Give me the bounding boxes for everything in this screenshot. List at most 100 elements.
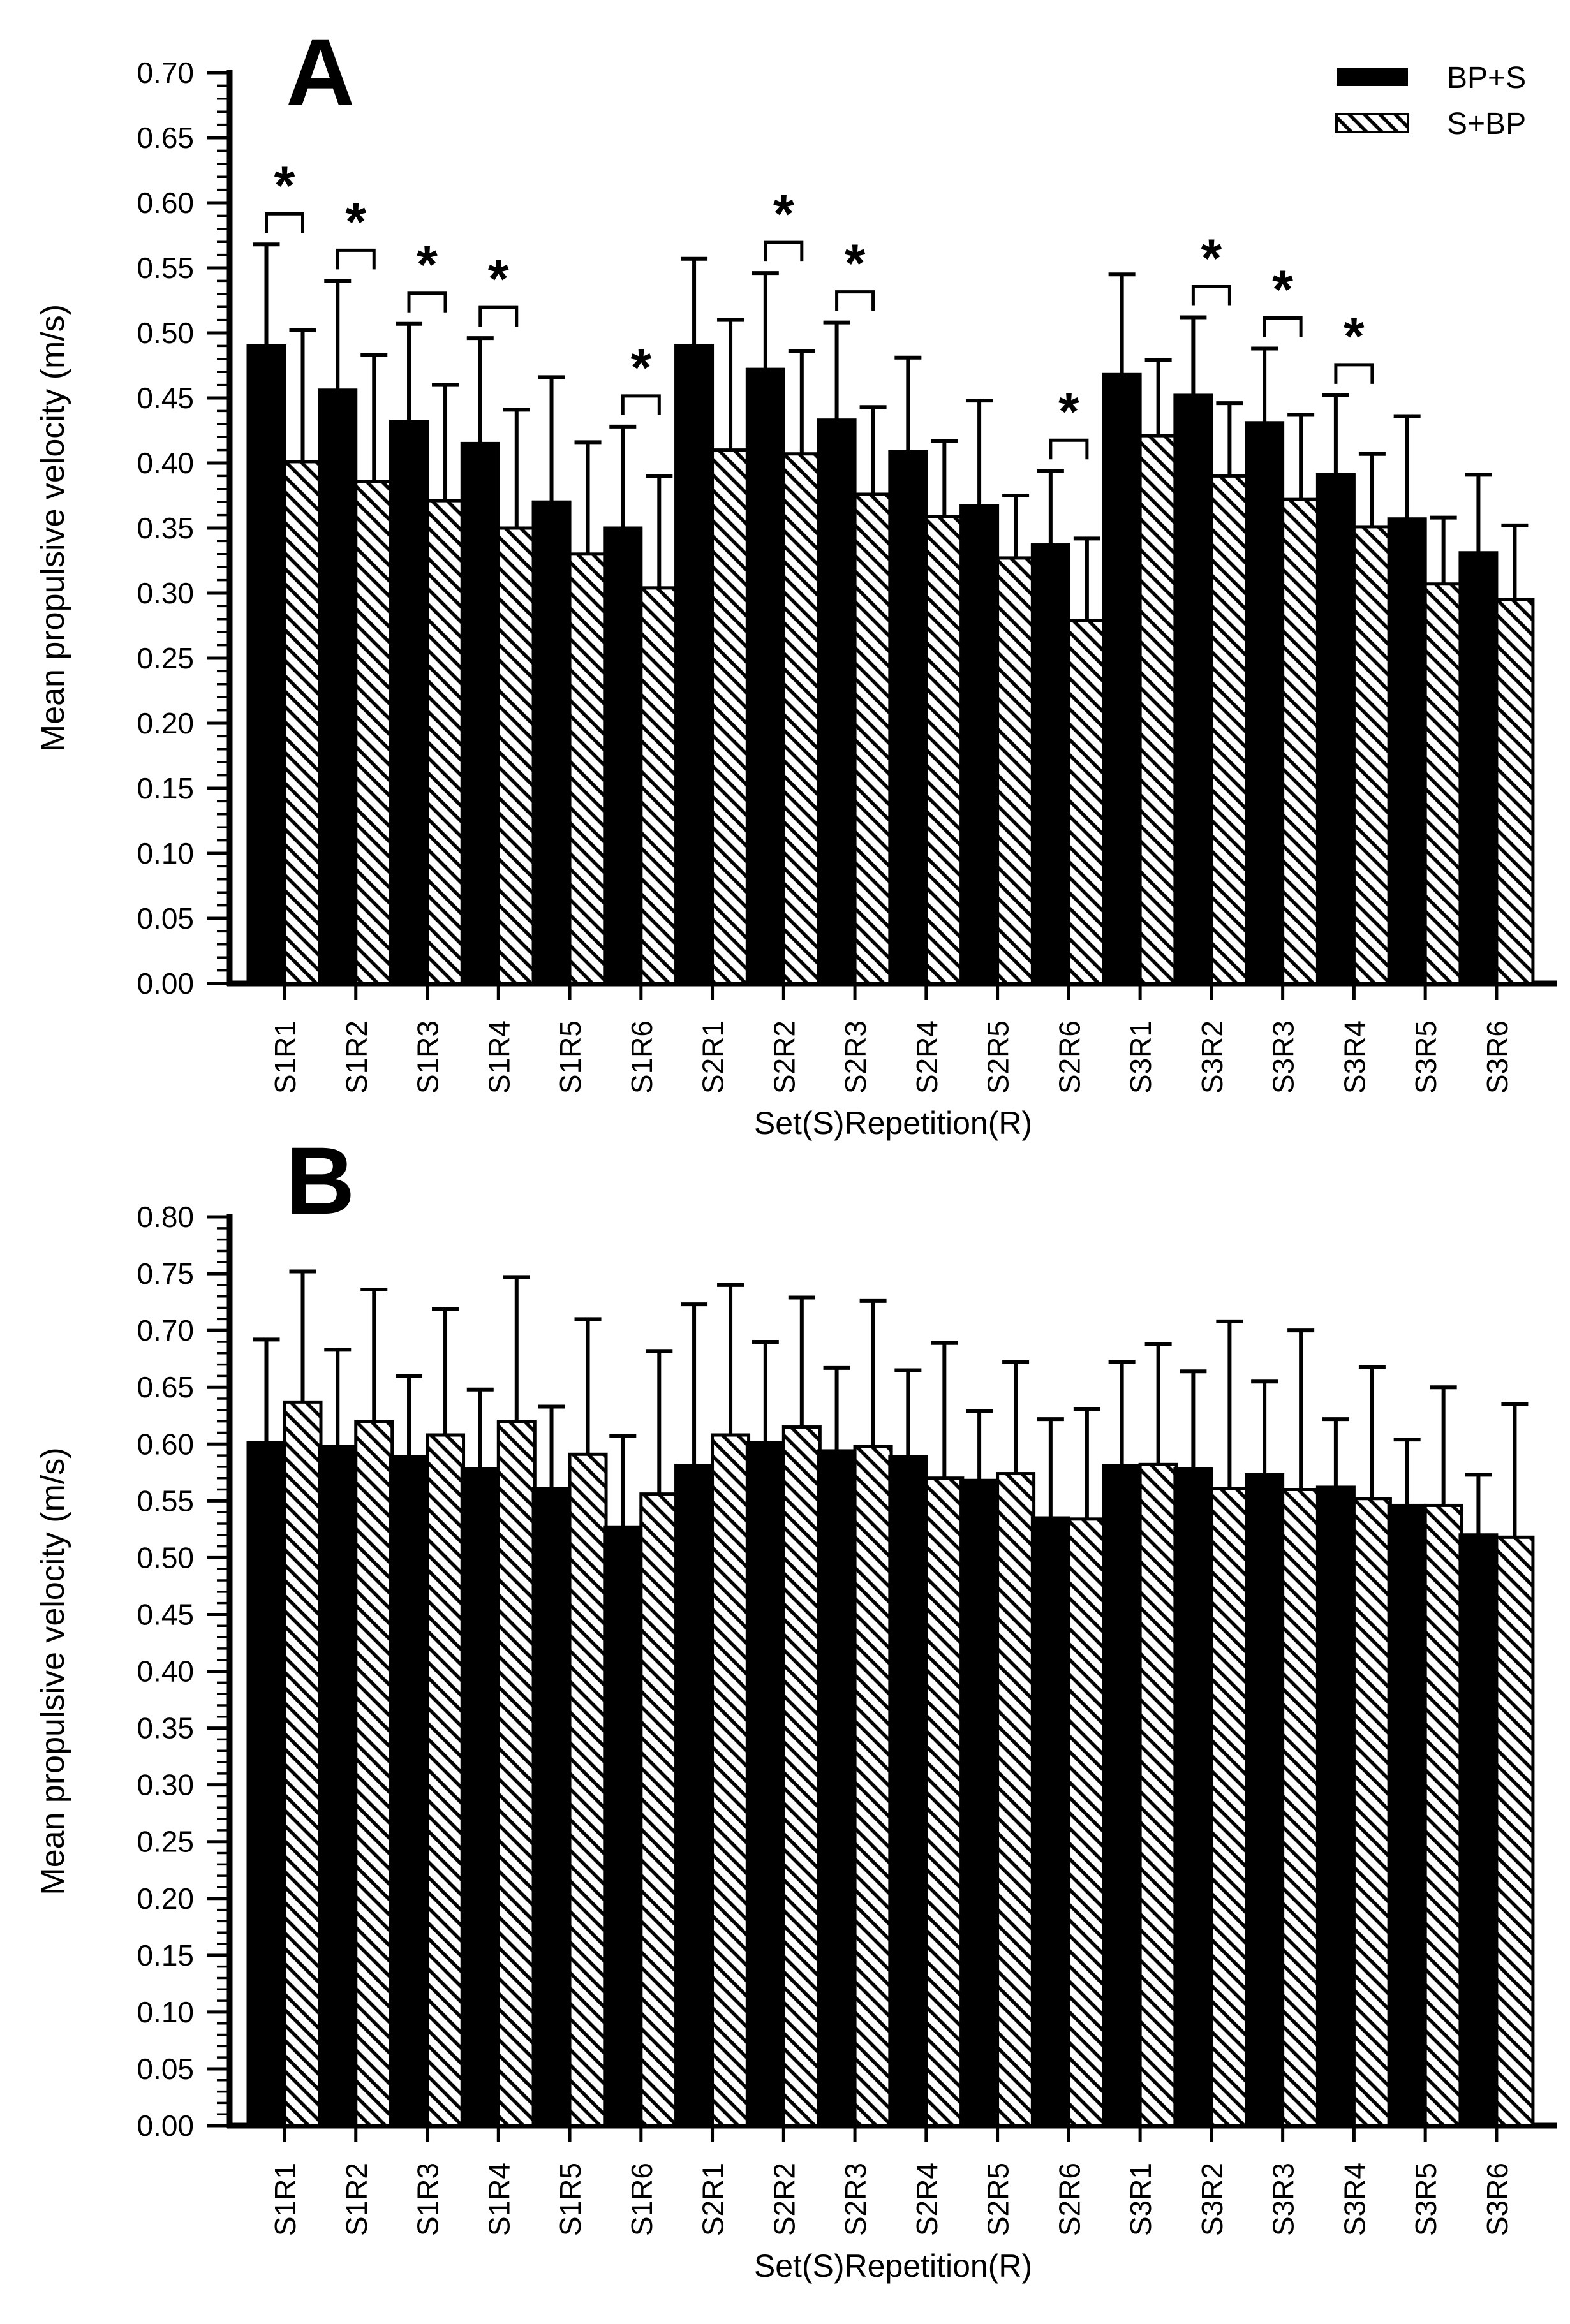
y-tick-label: 0.70 (137, 1314, 194, 1347)
bar-bp-plus-s (246, 344, 286, 985)
bar-bp-plus-s (1245, 1473, 1285, 2128)
y-tick-label: 0.00 (137, 967, 194, 1000)
bar-s-plus-bp (781, 1425, 822, 2128)
bar-s-plus-bp (853, 1445, 893, 2128)
x-tick-label: S2R4 (910, 2163, 944, 2236)
y-tick-label: 0.05 (137, 902, 194, 935)
y-tick-label: 0.75 (137, 1257, 194, 1290)
bar-s-plus-bp (639, 1492, 679, 2128)
y-tick-label: 0.10 (137, 1996, 194, 2029)
bar-bp-plus-s (888, 450, 928, 985)
bar-s-plus-bp (996, 1472, 1036, 2128)
bar-bp-plus-s (1387, 517, 1427, 985)
x-tick-label: S1R6 (625, 1020, 658, 1094)
bar-bp-plus-s (674, 1464, 715, 2128)
bar-bp-plus-s (531, 500, 572, 985)
y-tick-label: 0.15 (137, 1939, 194, 1972)
bar-s-plus-bp (781, 452, 822, 985)
x-tick-label: S1R1 (269, 1020, 302, 1094)
significance-bracket (265, 212, 304, 233)
x-tick-label: S3R6 (1481, 1020, 1514, 1094)
x-tick-label: S1R2 (340, 1020, 373, 1094)
bar-bp-plus-s (674, 344, 715, 985)
bar-bp-plus-s (531, 1487, 572, 2128)
bar-s-plus-bp (1067, 619, 1107, 985)
y-tick-label: 0.25 (137, 642, 194, 675)
bar-bp-plus-s (1315, 473, 1356, 985)
bar-s-plus-bp (711, 1433, 751, 2128)
bar-bp-plus-s (318, 1445, 358, 2128)
significance-asterisk: * (345, 191, 366, 251)
x-tick-label: S2R2 (767, 1020, 801, 1094)
bar-s-plus-bp (496, 526, 537, 985)
significance-asterisk: * (1272, 259, 1293, 319)
bar-bp-plus-s (1387, 1503, 1427, 2128)
bar-bp-plus-s (460, 441, 500, 985)
bar-s-plus-bp (426, 499, 466, 985)
bar-bp-plus-s (817, 418, 857, 985)
x-tick-label: S1R6 (625, 2163, 658, 2236)
y-tick-label: 0.25 (137, 1825, 194, 1858)
significance-bracket (407, 291, 447, 313)
bar-bp-plus-s (959, 504, 1000, 985)
bar-bp-plus-s (959, 1478, 1000, 2128)
x-tick-label: S2R6 (1053, 2163, 1086, 2236)
legend-label: S+BP (1447, 107, 1526, 141)
significance-bracket (1191, 285, 1231, 306)
y-tick-label: 0.05 (137, 2052, 194, 2085)
bar-bp-plus-s (1102, 1464, 1142, 2128)
y-tick-label: 0.30 (137, 1769, 194, 1802)
bar-bp-plus-s (460, 1467, 500, 2128)
panel-letter-a: A (286, 18, 355, 126)
x-tick-label: S2R2 (767, 2163, 801, 2236)
x-tick-label: S3R4 (1338, 1020, 1371, 1094)
panel-letter-b: B (286, 1127, 355, 1234)
bar-s-plus-bp (1138, 1462, 1178, 2128)
y-tick-label: 0.30 (137, 577, 194, 610)
bar-s-plus-bp (853, 492, 893, 985)
bar-s-plus-bp (354, 480, 394, 985)
significance-asterisk: * (417, 235, 438, 295)
y-tick-label: 0.65 (137, 1371, 194, 1404)
x-tick-label: S2R6 (1053, 1020, 1086, 1094)
y-tick-label: 0.60 (137, 186, 194, 219)
y-tick-label: 0.45 (137, 381, 194, 415)
significance-bracket (336, 248, 376, 270)
x-tick-label: S2R4 (910, 1020, 944, 1094)
bar-s-plus-bp (1352, 525, 1392, 985)
bar-s-plus-bp (1495, 598, 1535, 985)
significance-bracket (764, 240, 804, 262)
chart-panel-a: 0.00 0.05 0.10 0.15 0.20 0.25 0.30 0.35 0.40 0.45… (34, 18, 1557, 1141)
x-tick-label: S2R3 (839, 1020, 872, 1094)
chart-panel-b: 0.00 0.05 0.10 0.15 0.20 0.25 0.30 0.35 0.40 0.45… (34, 1127, 1557, 2284)
x-tick-label: S1R4 (482, 2163, 515, 2236)
significance-bracket (1263, 316, 1303, 337)
bar-s-plus-bp (1210, 1487, 1250, 2128)
y-axis-title: Mean propulsive velocity (m/s) (34, 1447, 71, 1895)
significance-asterisk: * (1201, 228, 1222, 288)
bar-s-plus-bp (1067, 1517, 1107, 2128)
bar-bp-plus-s (1102, 372, 1142, 985)
x-tick-label: S3R6 (1481, 2163, 1514, 2236)
bar-bp-plus-s (389, 1455, 429, 2128)
bar-s-plus-bp (711, 448, 751, 985)
significance-asterisk: * (773, 184, 794, 244)
y-tick-label: 0.55 (137, 1484, 194, 1517)
bar-bp-plus-s (1173, 393, 1213, 985)
y-tick-label: 0.70 (137, 56, 194, 89)
bar-bp-plus-s (1030, 543, 1070, 985)
bar-s-plus-bp (568, 552, 608, 985)
bar-s-plus-bp (496, 1420, 537, 2128)
legend-swatch-hatched (1335, 113, 1409, 133)
y-tick-label: 0.20 (137, 707, 194, 740)
bar-s-plus-bp (996, 556, 1036, 985)
significance-bracket (1334, 363, 1374, 384)
x-tick-label: S2R1 (697, 2163, 730, 2236)
x-tick-label: S2R5 (982, 1020, 1015, 1094)
x-tick-label: S1R2 (340, 2163, 373, 2236)
x-tick-label: S3R4 (1338, 2163, 1371, 2236)
x-tick-label: S1R1 (269, 2163, 302, 2236)
bar-s-plus-bp (1138, 434, 1178, 985)
